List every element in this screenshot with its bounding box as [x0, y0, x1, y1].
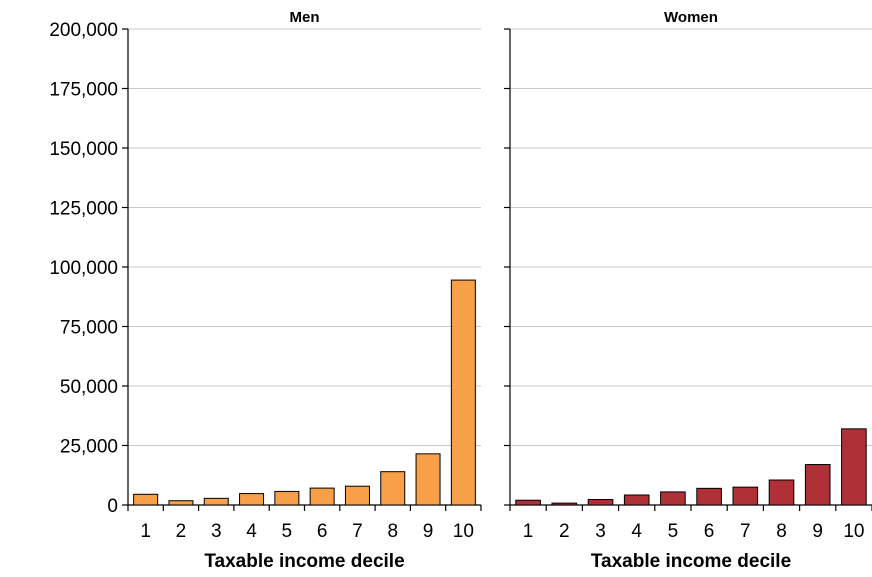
y-tick-label: 150,000 [49, 139, 118, 160]
men-bar-1 [133, 493, 159, 506]
women-panel-title: Women [664, 9, 718, 26]
women-x-tick-label: 2 [559, 521, 570, 542]
men-x-tick-label: 3 [211, 521, 222, 542]
men-bar-4 [239, 493, 265, 506]
men-bar-7 [344, 485, 370, 506]
men-bar-2 [168, 500, 194, 506]
women-bar-9 [804, 464, 831, 506]
men-x-tick-label: 5 [282, 521, 293, 542]
women-bar-6 [696, 487, 722, 506]
men-x-tick-label: 9 [423, 521, 434, 542]
y-tick-label: 25,000 [60, 437, 118, 458]
women-x-tick-label: 4 [631, 521, 642, 542]
women-x-tick-label: 6 [704, 521, 715, 542]
y-tick-label: 50,000 [60, 377, 118, 398]
y-tick-label: 100,000 [49, 258, 118, 279]
women-x-tick-label: 1 [523, 521, 534, 542]
men-bar-9 [415, 453, 441, 506]
women-bar-1 [515, 499, 541, 506]
women-x-axis-label: Taxable income decile [591, 551, 791, 572]
men-bar-5 [274, 490, 300, 506]
women-x-tick-label: 9 [812, 521, 823, 542]
men-x-tick-label: 7 [352, 521, 363, 542]
men-panel-title: Men [290, 9, 320, 26]
women-bar-3 [587, 499, 614, 506]
women-panel: 1 2 3 4 5 6 7 8 9 10 Women Taxable income decile [504, 9, 872, 572]
men-x-tick-label: 10 [453, 521, 474, 542]
y-tick-label: 175,000 [49, 80, 118, 101]
men-bar-6 [309, 487, 335, 506]
y-tick-label: 0 [107, 496, 118, 517]
women-bar-2 [551, 502, 578, 506]
y-tick-label: 200,000 [49, 20, 118, 41]
men-panel: 0 25,000 50,000 75,000 100,000 125,000 150,000… [49, 9, 482, 572]
men-bar-10 [450, 279, 476, 506]
women-x-tick-label: 10 [843, 521, 864, 542]
y-tick-label: 125,000 [49, 199, 118, 220]
men-x-tick-label: 2 [176, 521, 187, 542]
women-bar-8 [768, 479, 795, 506]
women-bar-10 [841, 428, 867, 506]
men-x-tick-label: 4 [246, 521, 257, 542]
women-bar-5 [660, 491, 686, 506]
y-tick-label: 75,000 [60, 318, 118, 339]
men-bar-3 [203, 497, 229, 506]
women-x-tick-label: 3 [595, 521, 606, 542]
women-bar-7 [732, 486, 759, 506]
men-x-tick-label: 8 [387, 521, 398, 542]
men-x-tick-label: 6 [317, 521, 328, 542]
women-bar-4 [623, 494, 650, 506]
women-x-tick-label: 5 [668, 521, 679, 542]
men-x-tick-label: 1 [140, 521, 151, 542]
men-x-axis-label: Taxable income decile [204, 551, 404, 572]
women-x-tick-label: 8 [776, 521, 787, 542]
men-bar-8 [380, 471, 406, 506]
women-x-tick-label: 7 [740, 521, 751, 542]
